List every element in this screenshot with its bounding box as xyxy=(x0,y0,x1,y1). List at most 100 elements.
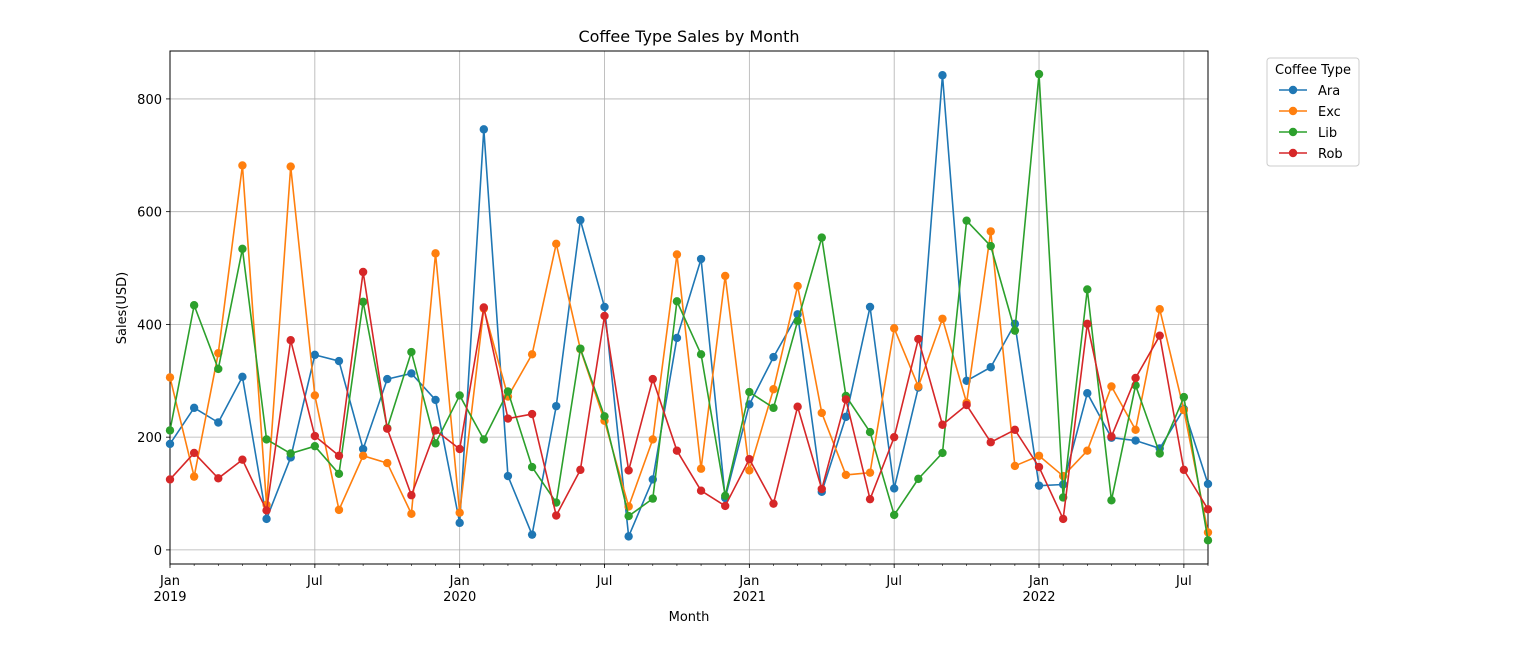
data-point xyxy=(672,297,682,306)
data-point xyxy=(1155,331,1164,340)
y-tick-label: 200 xyxy=(137,431,162,446)
legend-frame xyxy=(1266,57,1360,167)
data-point xyxy=(262,514,271,524)
legend-label: Lib xyxy=(1318,126,1337,141)
data-point xyxy=(1203,505,1213,514)
data-point xyxy=(865,494,875,504)
data-point xyxy=(696,350,706,359)
data-point xyxy=(938,314,947,323)
data-point xyxy=(624,532,633,541)
data-point xyxy=(238,372,247,382)
data-point xyxy=(238,161,247,170)
data-point xyxy=(503,414,513,423)
data-point xyxy=(479,125,489,134)
data-point xyxy=(576,215,585,225)
data-point xyxy=(552,401,561,411)
data-point xyxy=(769,385,778,394)
data-point xyxy=(189,448,199,458)
data-point xyxy=(286,162,295,171)
data-point xyxy=(696,464,706,473)
data-point xyxy=(1107,496,1116,505)
data-point xyxy=(696,486,706,495)
data-point xyxy=(1083,319,1092,329)
data-point xyxy=(914,334,923,344)
data-point xyxy=(431,395,440,405)
data-point xyxy=(479,435,489,444)
data-point xyxy=(576,465,585,475)
data-point xyxy=(334,356,344,366)
x-tick-label: Jul xyxy=(306,574,323,589)
data-point xyxy=(238,455,247,464)
series-rob xyxy=(165,267,1213,524)
data-point xyxy=(696,254,706,264)
data-point xyxy=(841,395,851,404)
data-point xyxy=(841,470,851,480)
data-point xyxy=(889,510,899,520)
legend-items: Ara Exc Lib Rob xyxy=(1279,84,1343,162)
series-line-exc xyxy=(169,164,1209,533)
data-point xyxy=(938,71,947,80)
x-axis-label: Month xyxy=(669,610,710,625)
data-point xyxy=(189,472,199,481)
data-point xyxy=(745,466,754,475)
data-point xyxy=(165,426,175,435)
legend-marker xyxy=(1288,106,1298,116)
data-point xyxy=(214,364,223,374)
data-point xyxy=(745,454,754,464)
data-point xyxy=(310,350,320,360)
data-point xyxy=(262,506,271,515)
series-line-lib xyxy=(169,73,1209,541)
data-point xyxy=(1083,285,1092,294)
series-lib xyxy=(165,69,1213,545)
data-point xyxy=(986,241,995,251)
data-point xyxy=(986,363,995,372)
x-tick-label: Jul xyxy=(885,574,902,589)
data-point xyxy=(1203,536,1213,545)
x-tick-label: Jan xyxy=(1028,574,1049,589)
data-point xyxy=(1131,373,1140,383)
data-point xyxy=(407,369,416,378)
data-point xyxy=(334,451,344,460)
x-tick-year-label: 2022 xyxy=(1022,590,1055,605)
y-tick-label: 600 xyxy=(137,206,162,221)
data-point xyxy=(455,391,464,400)
data-point xyxy=(721,271,730,281)
x-tick-label: Jan xyxy=(159,574,180,589)
legend-item-rob: Rob xyxy=(1279,147,1343,162)
data-point xyxy=(1155,304,1164,314)
data-point xyxy=(1034,481,1044,490)
x-tick-year-label: 2019 xyxy=(153,590,186,605)
chart-title: Coffee Type Sales by Month xyxy=(578,27,799,46)
data-point xyxy=(334,505,344,515)
data-point xyxy=(648,435,657,444)
data-point xyxy=(310,441,320,451)
data-point xyxy=(672,333,682,343)
legend-label: Ara xyxy=(1318,84,1340,99)
legend-label: Rob xyxy=(1318,147,1343,162)
data-point xyxy=(1010,461,1020,471)
data-point xyxy=(334,469,344,479)
data-point xyxy=(672,446,682,455)
data-point xyxy=(214,474,223,483)
data-point xyxy=(1131,425,1140,435)
data-point xyxy=(986,227,995,236)
data-point xyxy=(793,281,802,291)
data-point xyxy=(841,412,851,422)
data-point xyxy=(286,449,295,458)
data-point xyxy=(407,491,416,500)
data-point xyxy=(793,402,802,411)
data-point xyxy=(455,508,464,517)
data-point xyxy=(479,303,489,312)
data-point xyxy=(769,499,778,508)
data-point xyxy=(1083,446,1092,455)
data-point xyxy=(383,424,392,433)
legend: Coffee Type Ara Exc Lib Rob xyxy=(1266,57,1360,167)
data-point xyxy=(358,451,368,460)
data-point xyxy=(214,418,223,427)
data-point xyxy=(383,374,392,384)
data-point xyxy=(889,324,899,333)
data-point xyxy=(527,530,537,539)
data-point xyxy=(358,444,368,454)
data-point xyxy=(1010,425,1020,435)
